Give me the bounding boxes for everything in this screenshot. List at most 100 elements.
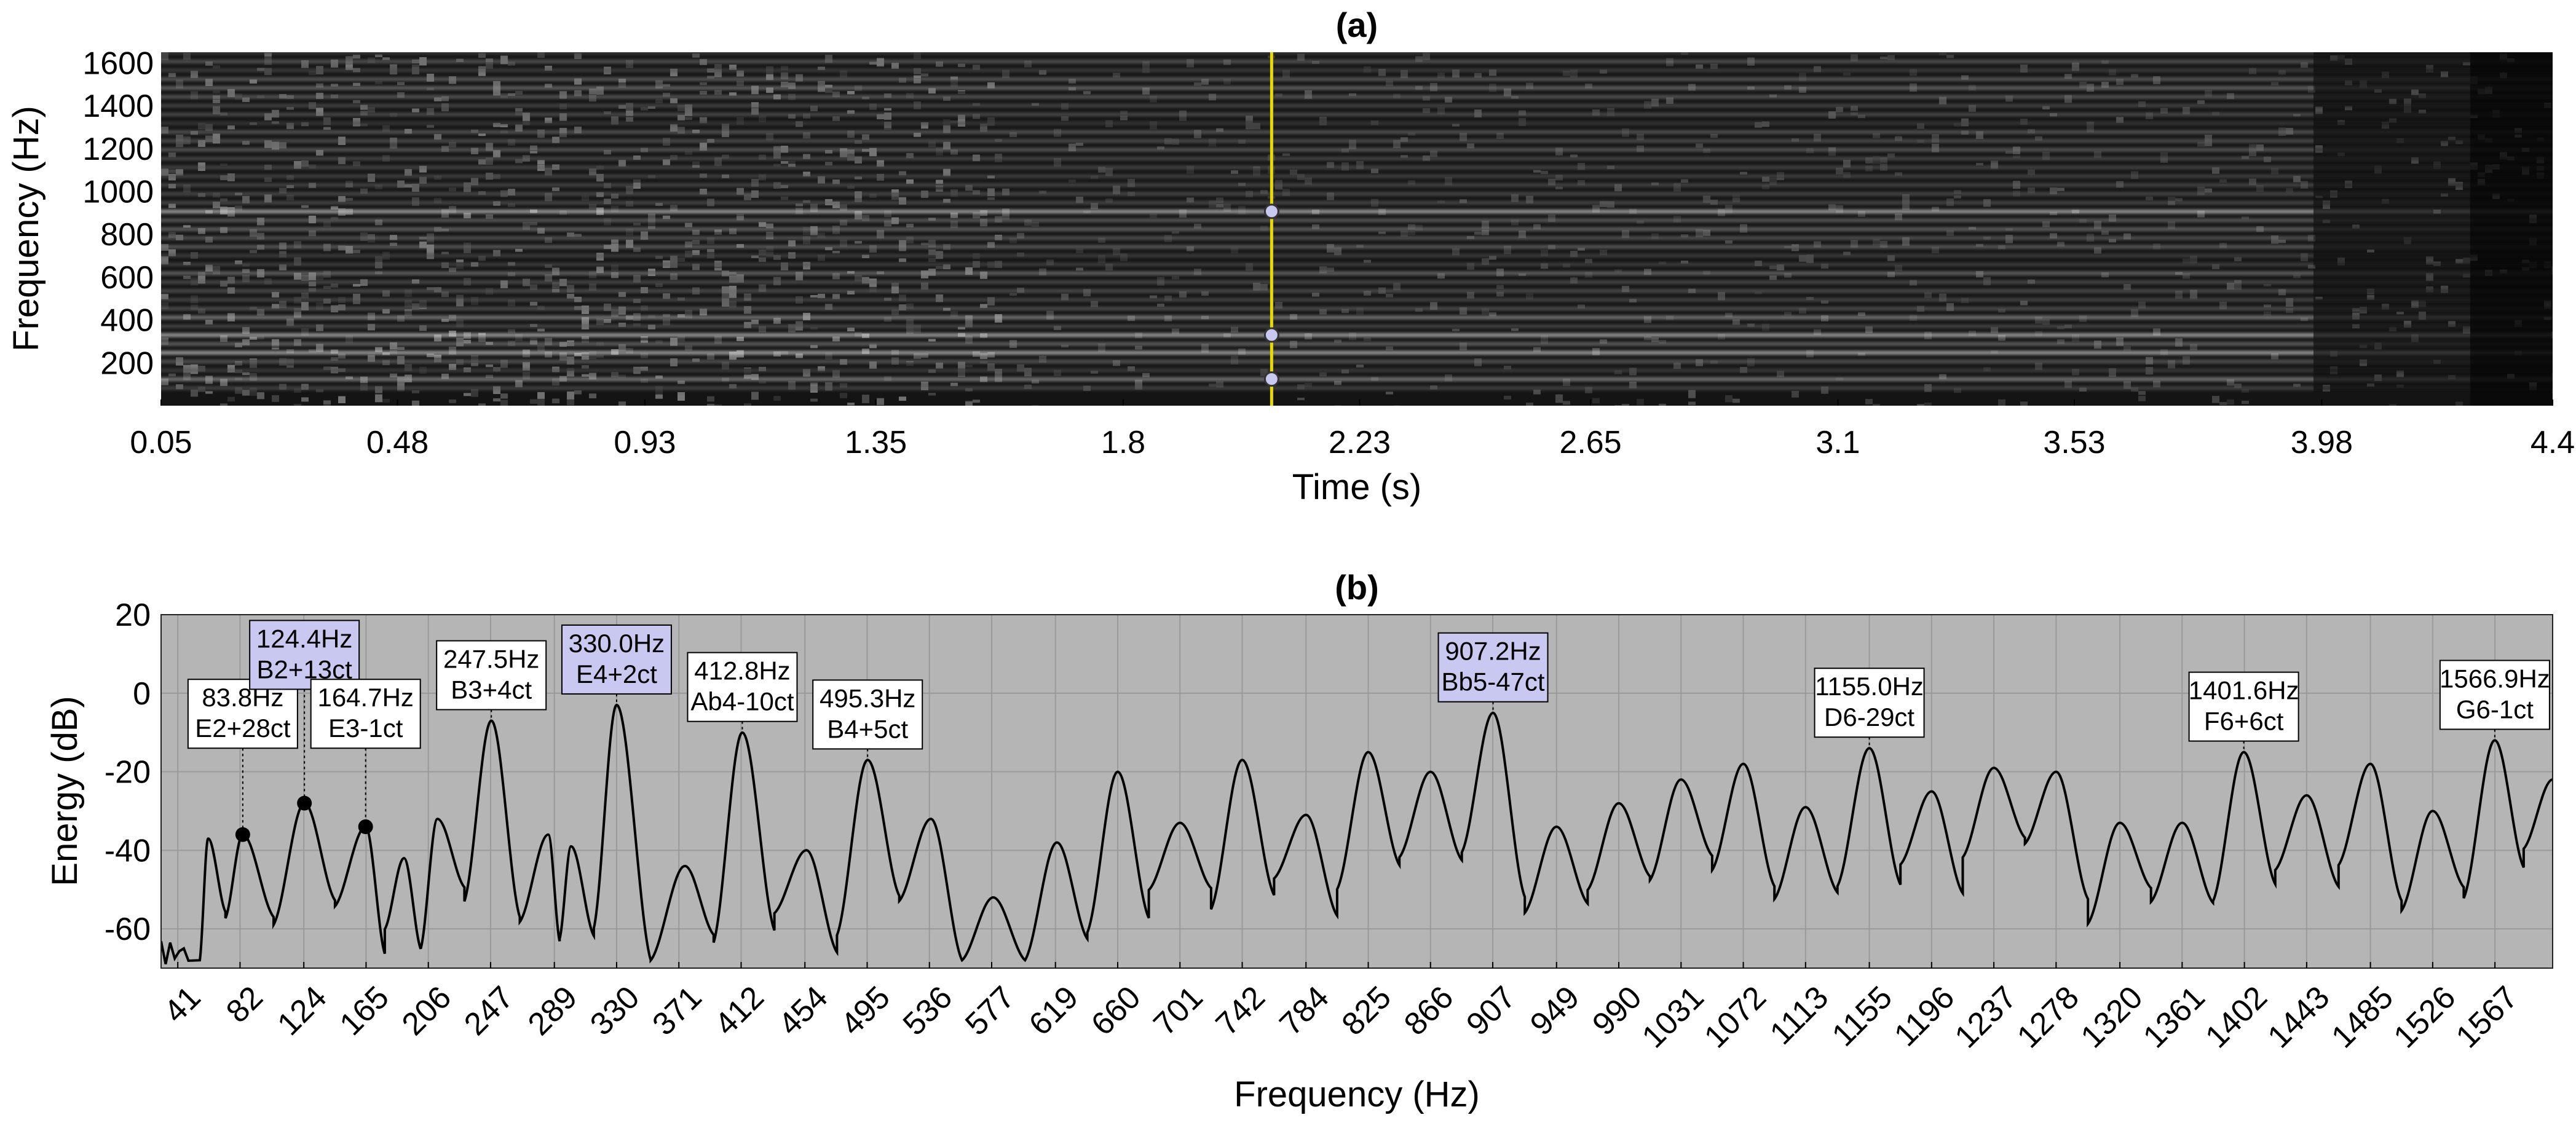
cursor-point[interactable] bbox=[1263, 327, 1279, 343]
spectrogram-speck bbox=[958, 63, 965, 68]
spectrogram-speck bbox=[855, 211, 862, 220]
spectrogram-speck bbox=[781, 66, 788, 71]
harmonic-line-tail bbox=[2313, 360, 2553, 363]
cursor-point[interactable] bbox=[1263, 371, 1279, 387]
spectrogram-speck bbox=[1496, 133, 1504, 140]
spectrogram-speck bbox=[2315, 106, 2323, 114]
spectrogram-speck bbox=[1231, 326, 1238, 333]
spectrogram-speck bbox=[832, 273, 840, 280]
spectrogram-speck bbox=[2072, 368, 2079, 376]
harmonic-line bbox=[161, 130, 2313, 133]
spectrogram-speck bbox=[1570, 251, 1578, 258]
energy-spectrum-line bbox=[161, 703, 2553, 964]
annotation-frequency: 907.2Hz bbox=[1445, 637, 1541, 666]
x-tick-label: 165 bbox=[333, 979, 396, 1042]
spectrogram-speck bbox=[1511, 194, 1519, 202]
spectrogram-speck bbox=[1504, 366, 1511, 369]
harmonic-line-tail bbox=[2313, 219, 2553, 222]
spectrogram-speck bbox=[618, 78, 626, 83]
spectrogram-speck bbox=[449, 267, 456, 272]
spectrogram-speck bbox=[1924, 402, 1932, 406]
x-tick-label: 1.35 bbox=[845, 425, 907, 460]
spectrogram-speck bbox=[242, 97, 250, 102]
spectrogram-speck bbox=[766, 133, 773, 141]
harmonic-line-tail bbox=[2313, 254, 2553, 257]
harmonic-line bbox=[161, 245, 2313, 248]
spectrogram-speck bbox=[574, 390, 582, 395]
spectrogram-speck bbox=[589, 271, 596, 278]
spectrogram-speck bbox=[788, 240, 796, 246]
annotation-box bbox=[812, 679, 923, 750]
spectrogram-speck bbox=[582, 336, 589, 340]
spectrogram-speck bbox=[286, 122, 294, 129]
spectrogram-speck bbox=[685, 250, 692, 258]
peak-marker[interactable] bbox=[358, 819, 373, 834]
spectrogram-speck bbox=[338, 304, 346, 310]
peak-marker[interactable] bbox=[297, 795, 312, 811]
harmonic-line-tail bbox=[2313, 113, 2553, 116]
spectrogram-speck bbox=[2426, 256, 2433, 265]
spectrogram-speck bbox=[567, 294, 574, 299]
spectrogram-speck bbox=[803, 200, 810, 203]
spectrogram-speck bbox=[183, 275, 191, 280]
spectrogram-speck bbox=[1563, 71, 1570, 76]
spectrogram-speck bbox=[670, 124, 678, 132]
spectrogram-speck bbox=[559, 131, 567, 138]
harmonic-line-tail bbox=[2313, 192, 2553, 195]
spectrogram-speck bbox=[1076, 143, 1083, 146]
cursor-point[interactable] bbox=[1263, 203, 1279, 219]
spectrogram-speck bbox=[205, 124, 213, 131]
spectrogram-speck bbox=[729, 285, 737, 291]
spectrogram-speck bbox=[2382, 71, 2389, 78]
spectrogram-speck bbox=[205, 61, 213, 66]
spectrogram-speck bbox=[1865, 157, 1873, 164]
spectrogram-speck bbox=[818, 293, 825, 299]
spectrogram-speck bbox=[663, 293, 670, 299]
spectrogram-speck bbox=[559, 352, 567, 361]
spectrogram-speck bbox=[1482, 229, 1489, 235]
spectrogram-speck bbox=[965, 388, 973, 392]
spectrogram-speck bbox=[286, 195, 294, 200]
spectrogram-speck bbox=[980, 126, 987, 130]
spectrogram-speck bbox=[242, 327, 250, 334]
spectrogram-speck bbox=[1305, 383, 1312, 387]
spectrogram-speck bbox=[1061, 116, 1069, 121]
spectrogram-speck bbox=[441, 96, 449, 101]
spectrogram-speck bbox=[515, 159, 523, 164]
spectrogram-speck bbox=[508, 139, 515, 146]
spectrogram-speck bbox=[1415, 308, 1423, 312]
spectrogram-speck bbox=[973, 114, 980, 119]
spectrogram-speck bbox=[707, 396, 714, 402]
peak-marker[interactable] bbox=[235, 827, 250, 842]
spectrogram-speck bbox=[1061, 293, 1069, 301]
harmonic-line bbox=[161, 113, 2313, 116]
spectrogram-speck bbox=[2227, 379, 2234, 386]
spectrogram-speck bbox=[582, 365, 589, 369]
spectrogram-speck bbox=[891, 189, 899, 194]
spectrogram-speck bbox=[700, 82, 707, 85]
spectrogram-speck bbox=[2035, 136, 2042, 141]
spectrogram-speck bbox=[183, 52, 191, 60]
spectrogram-speck bbox=[633, 247, 641, 253]
spectrogram-speck bbox=[1135, 379, 1142, 388]
spectrogram-speck bbox=[368, 107, 375, 113]
harmonic-line bbox=[161, 140, 2313, 143]
spectrogram-speck bbox=[471, 148, 478, 155]
spectrogram-speck bbox=[1895, 172, 1902, 176]
x-tick-label: 289 bbox=[521, 979, 584, 1042]
spectrogram-speck bbox=[1098, 343, 1105, 352]
spectrogram-speck bbox=[1666, 97, 1673, 104]
x-tick-label: 1567 bbox=[2449, 979, 2525, 1055]
spectrogram-speck bbox=[1718, 213, 1725, 216]
